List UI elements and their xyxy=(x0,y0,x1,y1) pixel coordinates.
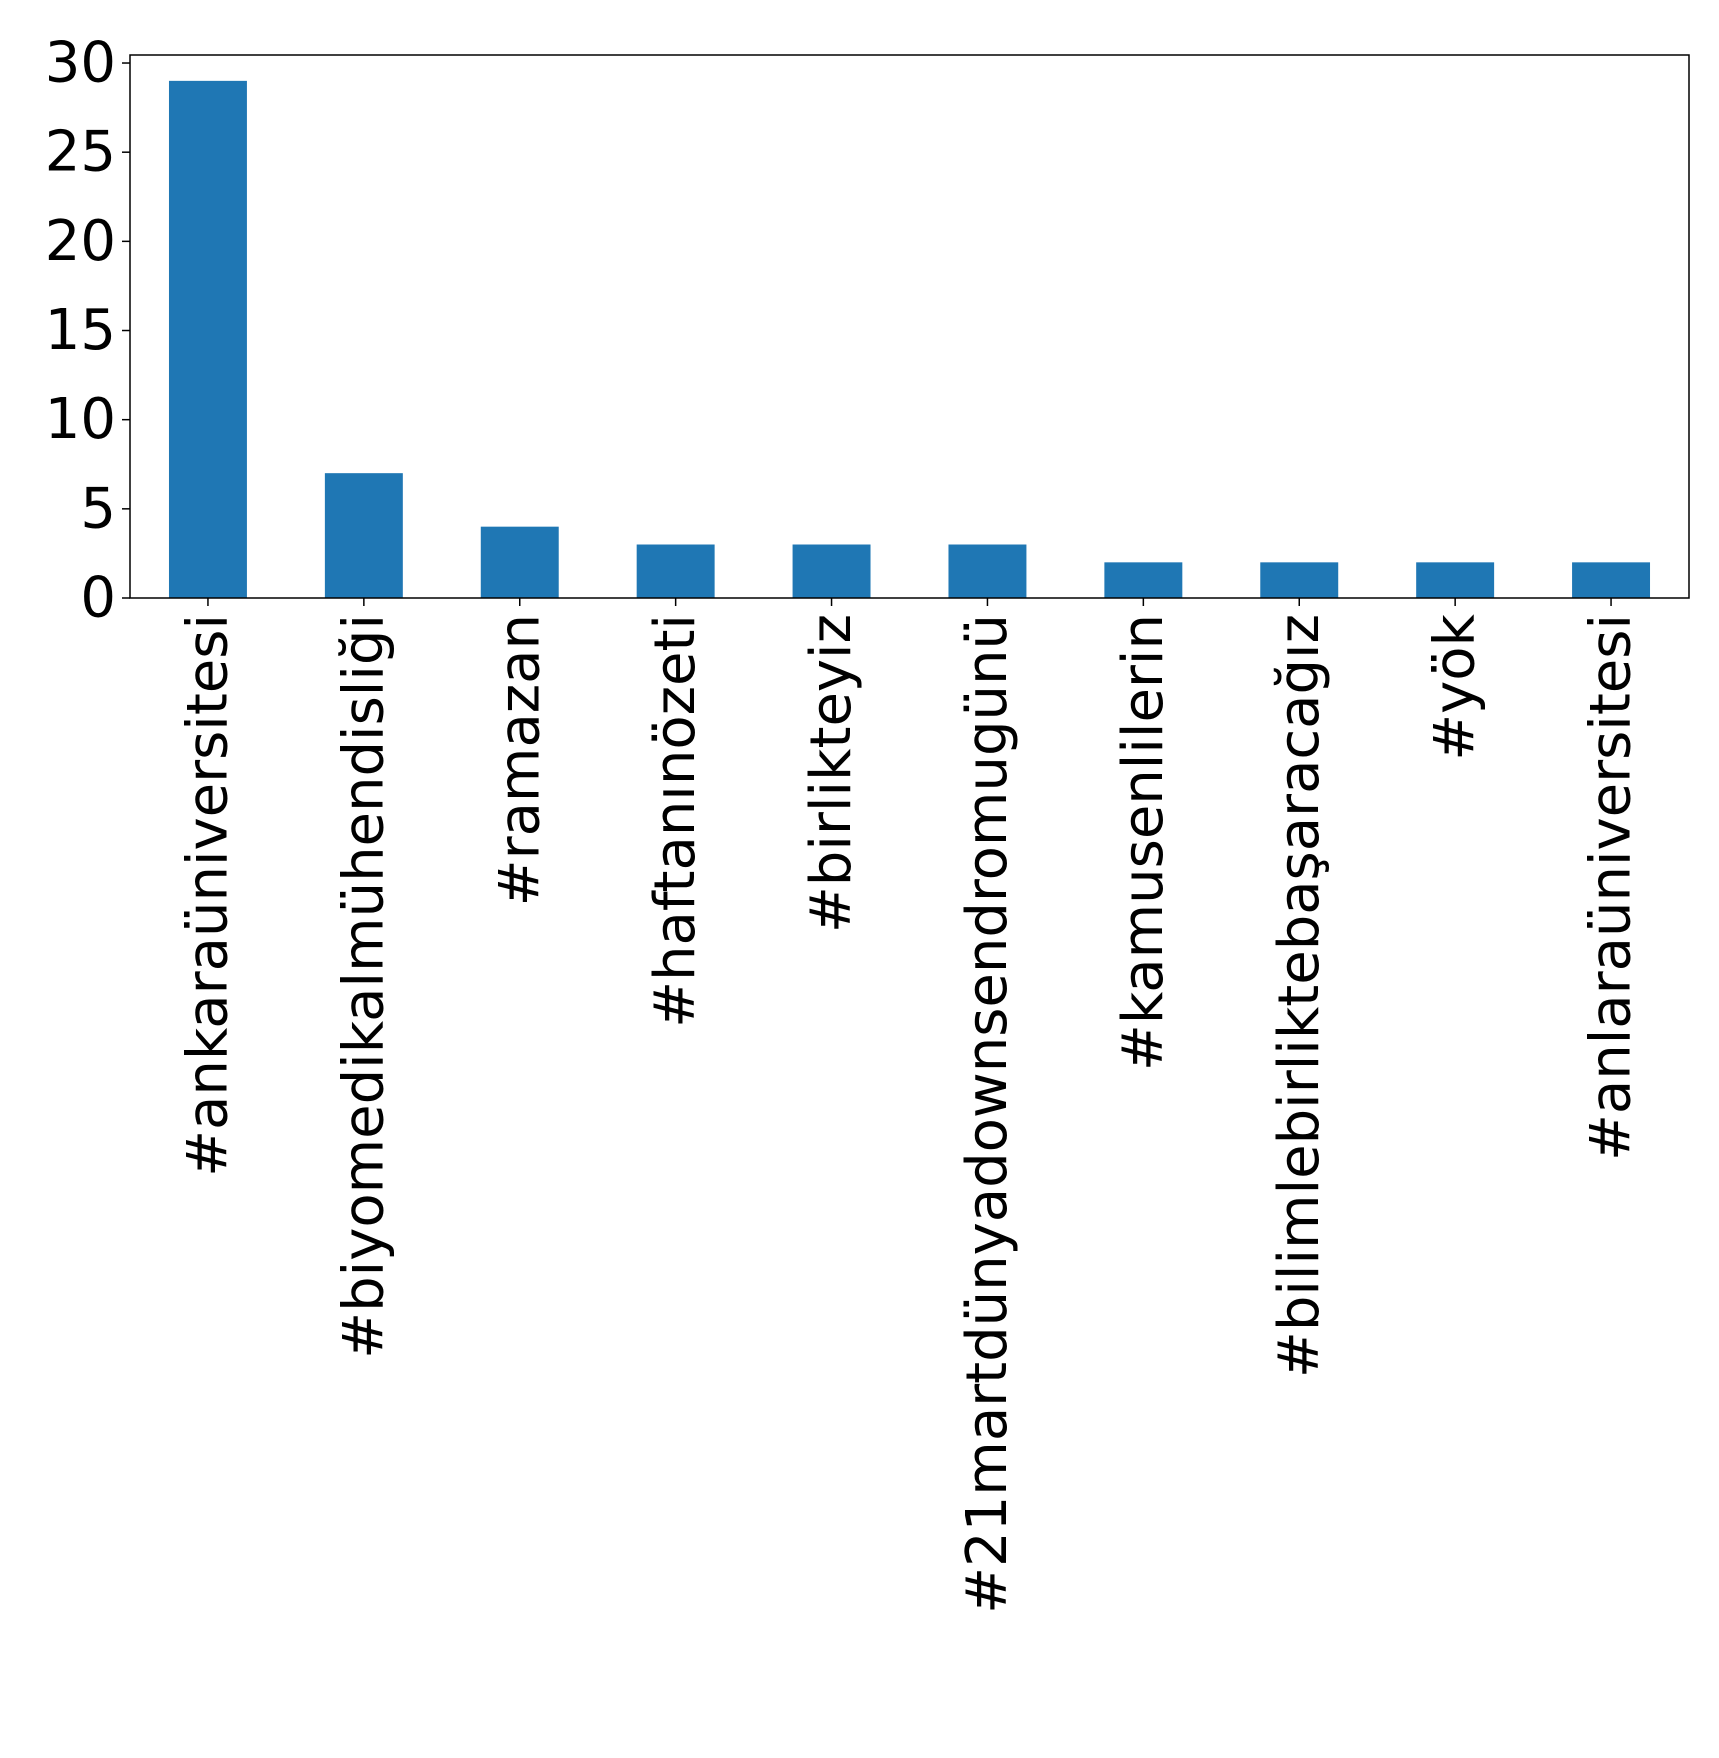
bar-9 xyxy=(1572,562,1651,598)
x-axis: #ankaraüniversitesi #biyomedikalmühendisl… xyxy=(175,598,1644,1614)
x-tick-label: #biyomedikalmühendisliği xyxy=(331,614,396,1359)
bars-group xyxy=(168,80,1651,599)
bar-6 xyxy=(1104,562,1183,598)
bar-5 xyxy=(948,544,1027,598)
bar-1 xyxy=(324,473,403,598)
y-tick-label: 0 xyxy=(80,566,116,631)
x-tick-label: #ankaraüniversitesi xyxy=(175,614,240,1177)
bar-3 xyxy=(636,544,715,598)
y-axis: 0 5 10 15 20 25 30 xyxy=(45,31,130,631)
x-tick-label: #birlikteyiz xyxy=(799,614,864,933)
x-tick-label: #yök xyxy=(1423,613,1488,760)
y-tick-label: 25 xyxy=(45,120,116,185)
bar-0 xyxy=(168,80,247,599)
x-tick-label: #haftanınözeti xyxy=(643,614,708,1028)
y-tick-label: 5 xyxy=(80,476,116,541)
y-tick-label: 20 xyxy=(45,209,116,274)
x-tick-label: #ramazan xyxy=(487,614,552,906)
x-tick-label: #21martdünyadownsendromugünü xyxy=(955,614,1020,1614)
x-tick-label: #anlaraüniversitesi xyxy=(1579,614,1644,1161)
x-tick-label: #kamusenlilerin xyxy=(1111,614,1176,1071)
bar-2 xyxy=(480,526,559,598)
plot-frame xyxy=(129,54,1690,599)
bar-8 xyxy=(1416,562,1495,598)
bar-7 xyxy=(1260,562,1339,598)
bar-4 xyxy=(792,544,871,598)
x-tick-label: #bilimlebirliktebaşaracağız xyxy=(1267,614,1332,1378)
y-tick-label: 15 xyxy=(45,298,116,363)
y-tick-label: 30 xyxy=(45,31,116,96)
y-tick-label: 10 xyxy=(45,387,116,452)
